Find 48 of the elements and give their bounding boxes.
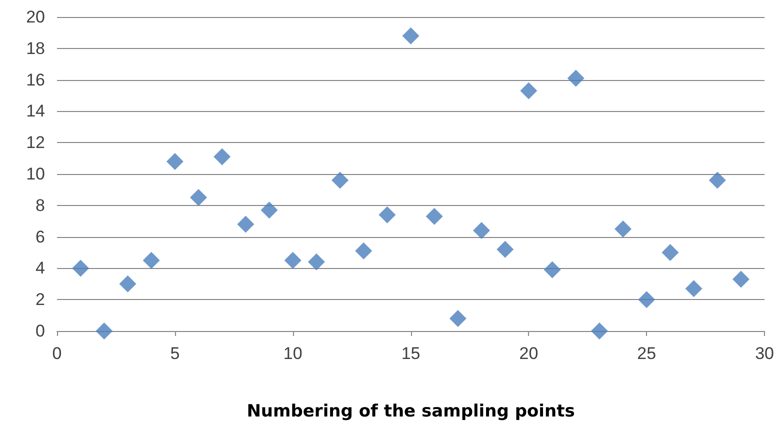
point — [355, 242, 372, 260]
point — [520, 82, 538, 100]
y-tick-label: 2 — [36, 290, 45, 310]
point — [72, 260, 90, 277]
y-tick-label: 18 — [26, 38, 45, 58]
point — [708, 172, 726, 189]
point — [332, 172, 349, 189]
x-tick-label: 25 — [637, 344, 656, 363]
x-tick-label: 20 — [519, 344, 538, 363]
y-tick-label: 8 — [36, 196, 45, 215]
point — [96, 322, 113, 340]
x-axis-title: Numbering of the sampling points — [246, 402, 575, 422]
x-tick-label: 10 — [283, 344, 302, 363]
point — [142, 252, 160, 269]
y-tick-label: 16 — [26, 70, 45, 90]
y-tick-label: 20 — [26, 8, 45, 26]
y-tick-label: 4 — [36, 258, 45, 278]
x-tick-label: 30 — [755, 344, 774, 363]
point — [190, 189, 208, 206]
y-tick-label: 0 — [36, 322, 45, 340]
point — [638, 291, 656, 308]
point — [544, 261, 561, 278]
point — [732, 270, 750, 288]
point — [402, 27, 420, 44]
y-tick-label: 12 — [26, 133, 45, 152]
point — [237, 216, 254, 233]
y-tick-label: 14 — [26, 102, 45, 121]
x-tick-label: 5 — [170, 344, 180, 363]
y-tick-label: 10 — [26, 164, 45, 184]
point — [308, 253, 325, 270]
point — [378, 206, 396, 224]
y-tick-label: 6 — [36, 227, 45, 246]
point — [449, 310, 466, 327]
point — [426, 208, 443, 225]
point — [260, 202, 278, 219]
point — [685, 280, 702, 298]
point — [166, 152, 184, 170]
x-tick-label: 0 — [52, 344, 62, 363]
point — [590, 322, 608, 340]
point — [662, 244, 679, 261]
point — [214, 148, 231, 166]
point — [284, 252, 302, 269]
x-tick-label: 15 — [401, 344, 420, 363]
point — [614, 220, 632, 238]
point — [567, 70, 584, 87]
point — [496, 240, 514, 258]
point — [473, 222, 490, 240]
point — [119, 275, 136, 292]
